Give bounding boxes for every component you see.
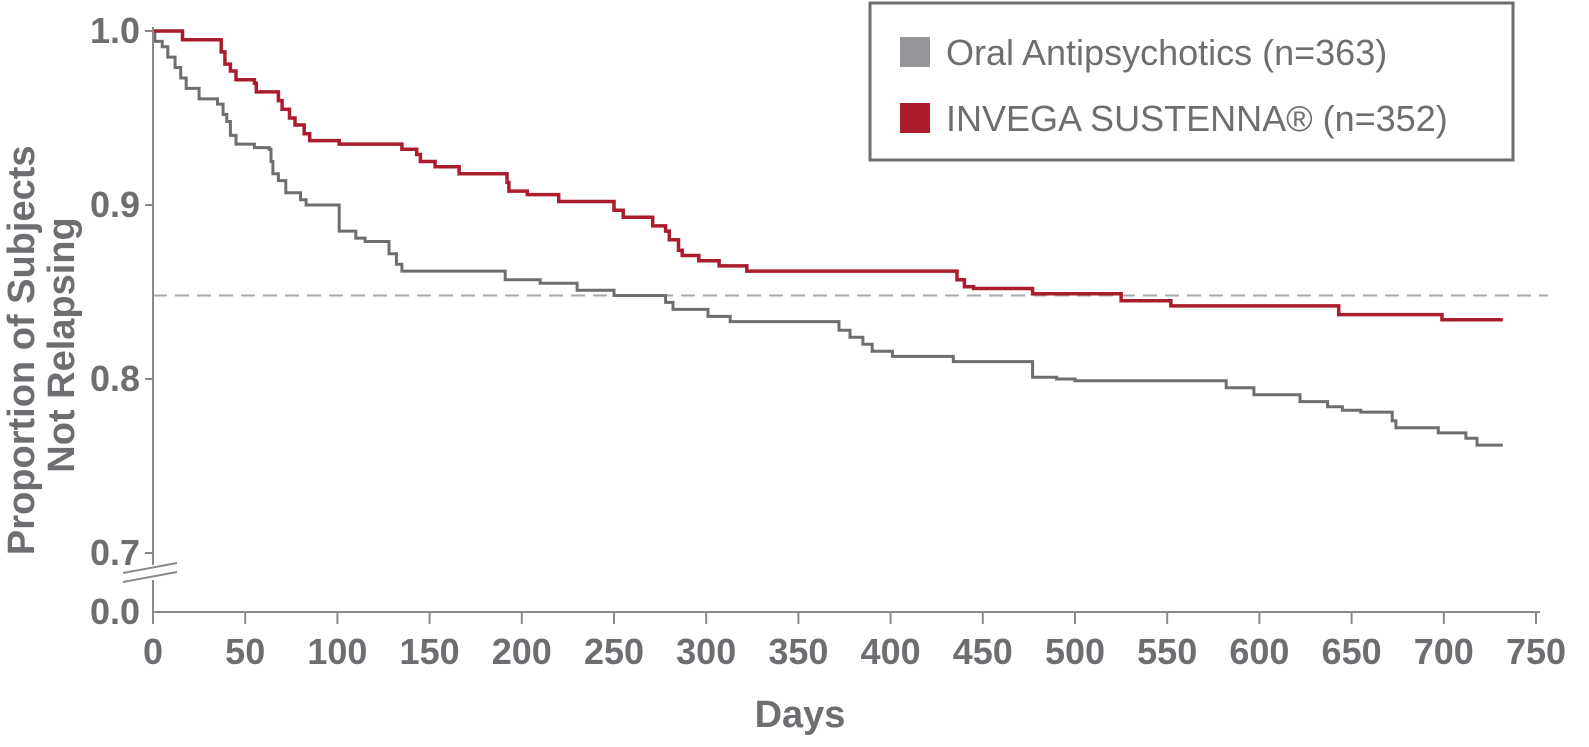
y-tick-label: 0.9 xyxy=(90,184,140,225)
x-tick-label: 450 xyxy=(953,631,1013,672)
legend-label-oral: Oral Antipsychotics (n=363) xyxy=(946,32,1387,73)
x-tick-label: 600 xyxy=(1229,631,1289,672)
x-tick-label: 650 xyxy=(1322,631,1382,672)
y-axis-break-mark-lower xyxy=(122,571,178,583)
legend: Oral Antipsychotics (n=363) INVEGA SUSTE… xyxy=(868,1,1515,162)
series-line-invega xyxy=(153,29,1503,322)
legend-box xyxy=(868,1,1515,162)
x-tick-label: 0 xyxy=(143,631,163,672)
x-tick-label: 500 xyxy=(1045,631,1105,672)
x-tick-label: 150 xyxy=(400,631,460,672)
x-ticks: 0 50 100 150 200 250 300 350 400 450 500 550 600 650 7… xyxy=(143,612,1566,672)
legend-label-invega: INVEGA SUSTENNA® (n=352) xyxy=(946,98,1448,139)
y-ticks: 0.0 0.7 0.8 0.9 1.0 xyxy=(90,10,153,632)
series-line-oral xyxy=(153,29,1503,447)
y-tick-label: 0.7 xyxy=(90,532,140,573)
x-axis-label: Days xyxy=(755,694,846,736)
x-tick-label: 300 xyxy=(676,631,736,672)
x-tick-label: 100 xyxy=(307,631,367,672)
legend-swatch-oral xyxy=(900,37,930,67)
series-layer xyxy=(153,29,1503,447)
y-axis-label-line-2: Not Relapsing xyxy=(41,217,83,472)
x-tick-label: 200 xyxy=(492,631,552,672)
y-tick-label: 0.8 xyxy=(90,358,140,399)
x-tick-label: 250 xyxy=(584,631,644,672)
x-tick-label: 700 xyxy=(1414,631,1474,672)
legend-swatch-invega xyxy=(900,103,930,133)
x-tick-label: 350 xyxy=(768,631,828,672)
x-tick-label: 550 xyxy=(1137,631,1197,672)
x-tick-label: 50 xyxy=(225,631,265,672)
y-tick-label: 1.0 xyxy=(90,10,140,51)
y-axis-label-line-1: Proportion of Subjects xyxy=(1,146,43,556)
y-tick-label: 0.0 xyxy=(90,591,140,632)
y-axis-break-mark-upper xyxy=(122,562,178,574)
x-tick-label: 400 xyxy=(861,631,921,672)
x-tick-label: 750 xyxy=(1506,631,1566,672)
axes xyxy=(122,27,1540,613)
y-axis-label: Proportion of Subjects Not Relapsing xyxy=(1,135,83,555)
